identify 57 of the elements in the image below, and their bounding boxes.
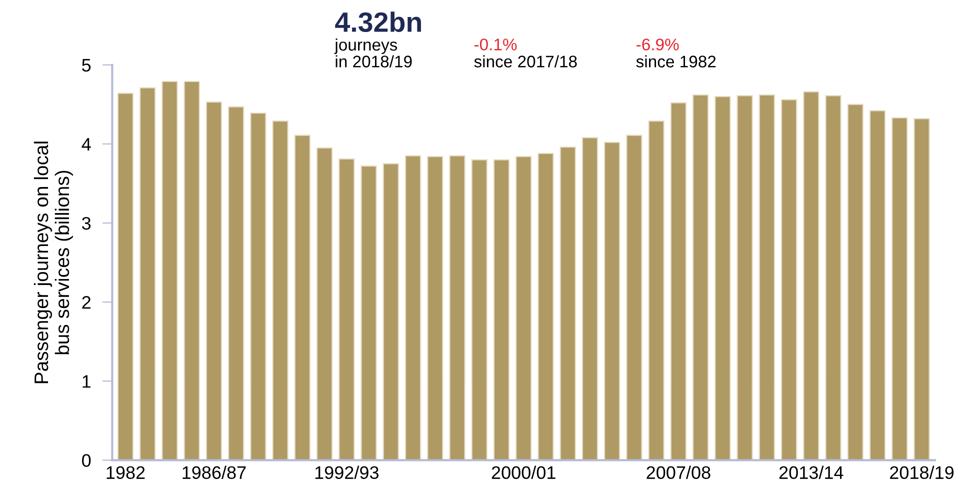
bar [803,91,820,460]
bar [604,142,620,460]
bar [316,147,333,460]
bar [449,155,466,460]
y-tick-label: 1 [82,375,90,388]
bar [516,156,532,460]
bar [184,80,200,460]
x-tick-label: 2018/19 [890,466,954,479]
annotation: since 1982 [636,55,716,68]
x-tick-label: 1982 [106,466,145,479]
bar [427,156,444,460]
bar [250,112,266,460]
bar [382,163,399,460]
bar [338,158,355,460]
bar [758,94,775,460]
bar [360,166,377,460]
bar [294,134,310,460]
bar [714,96,731,460]
bar [117,92,134,460]
text: -6.9% [636,38,679,50]
bar [648,120,664,460]
text: -0.1% [474,38,517,50]
x-tick-label: 2013/14 [779,466,844,479]
bar [471,159,488,460]
annotation: since 2017/18 [474,55,577,68]
bar [914,118,930,460]
x-tick-label: 1992/93 [315,466,379,479]
bar [228,106,244,460]
bar [493,159,510,460]
chart-title: 4.32bn [335,12,421,32]
bar [869,110,886,460]
bar [825,95,842,460]
bar [162,80,178,460]
bar [272,120,288,460]
bar [538,152,554,460]
bar [892,117,908,460]
bar [736,95,753,460]
y-tick-label: 0 [82,454,91,467]
bar [670,102,687,460]
y-tick-label: 2 [82,296,90,309]
bar [560,146,576,460]
bar [206,102,222,460]
x-tick-label: 1986/87 [182,466,246,479]
y-tick-label: 5 [82,59,91,72]
y-axis-title: Passenger journeys on local bus services (billions) [34,142,73,384]
bar [404,155,422,460]
bar [847,104,864,460]
bar [692,94,709,460]
x-tick-label: 2000/01 [492,466,556,479]
bar [140,87,156,460]
x-tick-label: 2007/08 [646,466,710,479]
bar [582,137,598,460]
y-tick-label: 4 [82,138,91,150]
y-tick-label: 3 [82,216,91,230]
annotation: journeys in 2018/19 [334,38,412,68]
bar [780,99,798,460]
bar [626,134,642,460]
